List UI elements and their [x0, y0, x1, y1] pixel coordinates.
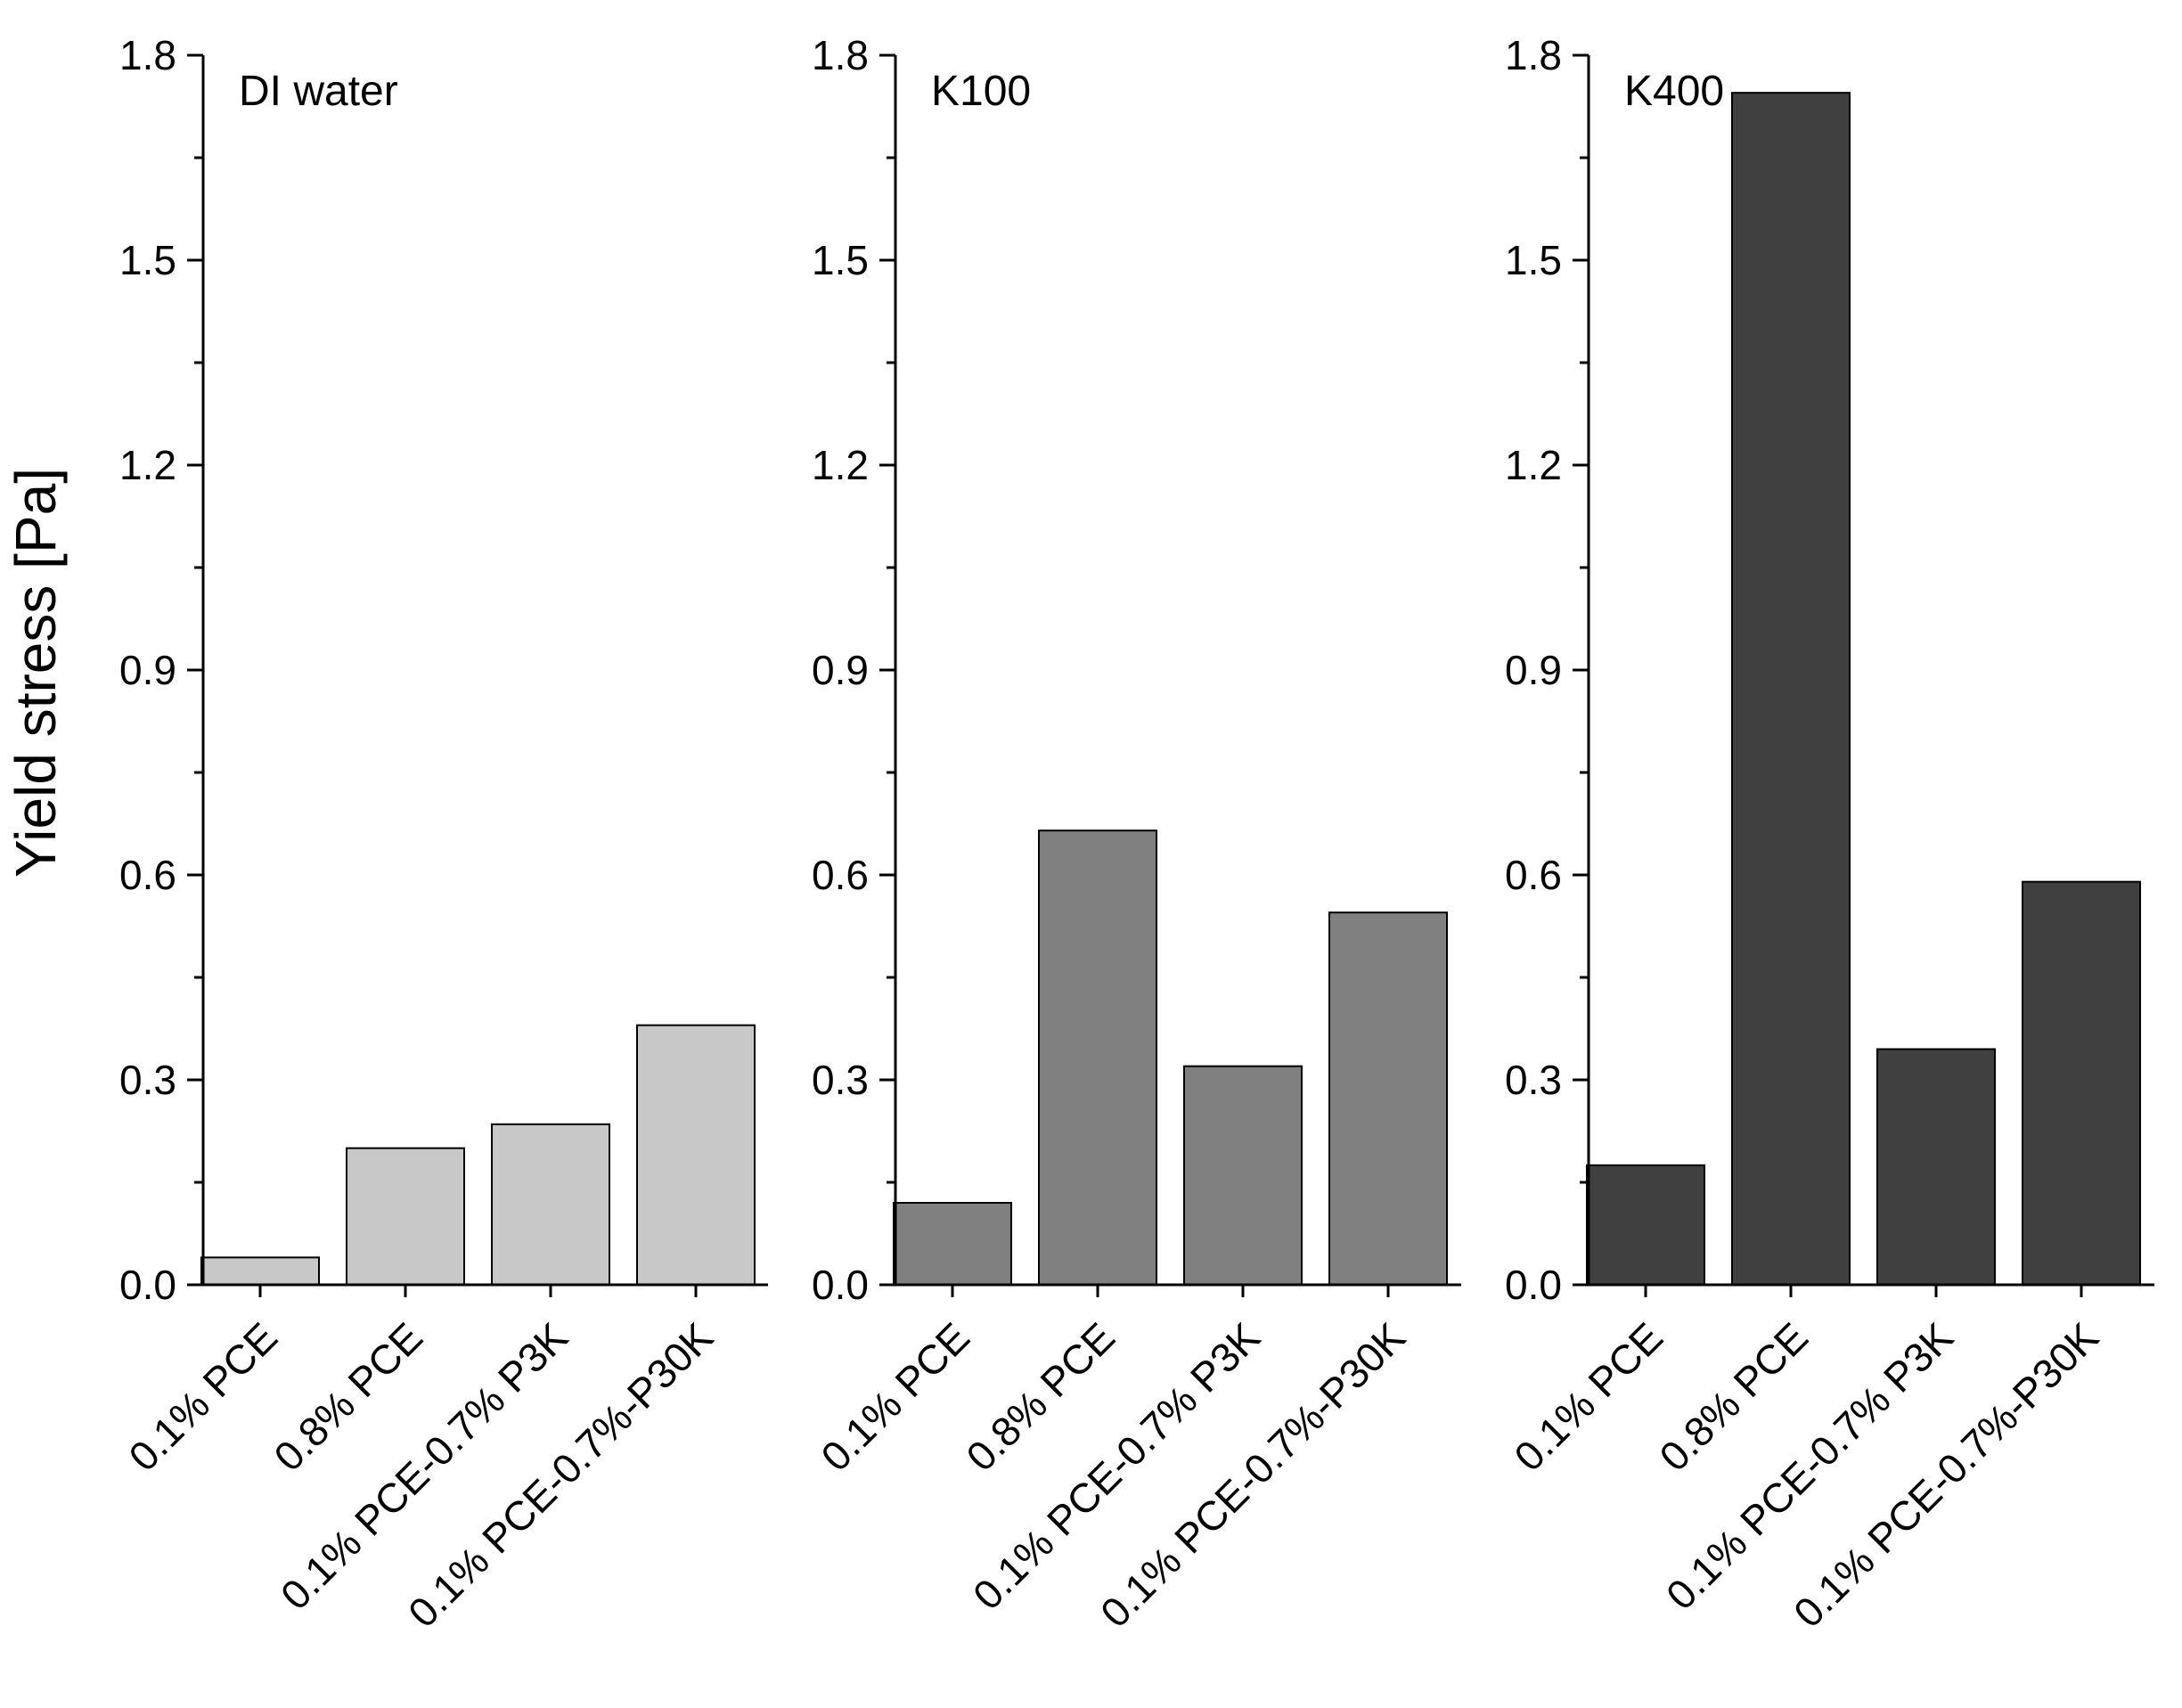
- y-tick-label: 1.2: [119, 442, 176, 488]
- y-tick-label: 0.9: [812, 647, 869, 693]
- bar: [1586, 1164, 1705, 1287]
- bar: [1731, 92, 1851, 1287]
- y-tick-label: 0.6: [119, 852, 176, 898]
- panel-title: K100: [931, 68, 1031, 115]
- bar: [893, 1202, 1012, 1286]
- bar: [1183, 1065, 1303, 1286]
- y-tick-label: 1.8: [1505, 32, 1562, 78]
- y-tick-label: 0.0: [812, 1262, 869, 1308]
- y-tick-label: 1.5: [812, 237, 869, 283]
- bar: [346, 1147, 465, 1286]
- bar: [1876, 1048, 1996, 1286]
- y-tick-label: 0.3: [812, 1057, 869, 1103]
- panel-title: DI water: [239, 68, 398, 115]
- y-tick-label: 0.0: [119, 1262, 176, 1308]
- y-tick-label: 0.6: [812, 852, 869, 898]
- y-tick-label: 0.9: [119, 647, 176, 693]
- bar: [200, 1256, 320, 1287]
- y-tick-label: 0.0: [1505, 1262, 1562, 1308]
- y-tick-label: 1.8: [812, 32, 869, 78]
- bar: [1328, 911, 1448, 1286]
- y-tick-label: 1.2: [812, 442, 869, 488]
- y-tick-label: 0.3: [119, 1057, 176, 1103]
- y-tick-label: 0.3: [1505, 1057, 1562, 1103]
- y-tick-label: 1.5: [1505, 237, 1562, 283]
- y-tick-label: 0.6: [1505, 852, 1562, 898]
- y-tick-label: 1.5: [119, 237, 176, 283]
- y-tick-label: 0.9: [1505, 647, 1562, 693]
- bar: [2022, 880, 2141, 1287]
- y-tick-label: 1.8: [119, 32, 176, 78]
- bar: [636, 1024, 756, 1286]
- y-axis-label: Yield stress [Pa]: [4, 468, 68, 878]
- panel-title: K400: [1624, 68, 1724, 115]
- bar: [1038, 829, 1157, 1287]
- y-tick-label: 1.2: [1505, 442, 1562, 488]
- bar: [491, 1123, 610, 1287]
